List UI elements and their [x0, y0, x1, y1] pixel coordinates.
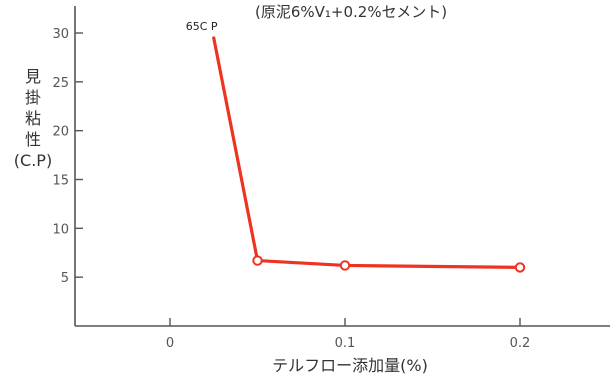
x-tick-label: 0.1	[335, 336, 356, 351]
y-axis-label-unit: (C.P)	[14, 151, 52, 170]
data-line	[212, 36, 522, 269]
x-ticks: 0 0.1 0.2	[166, 318, 530, 351]
x-axis-label: テルフロー添加量(%)	[272, 356, 428, 375]
series-group	[212, 36, 526, 273]
y-axis-label-char: 見	[25, 67, 41, 86]
y-tick-label: 5	[61, 271, 69, 286]
y-axis-label-char: 粘	[25, 109, 41, 128]
y-axis-label-char: 掛	[25, 88, 41, 107]
data-point	[339, 260, 351, 271]
y-axis-label-char: 性	[25, 130, 41, 149]
annotations: 65C P	[186, 20, 218, 33]
y-ticks: 5 10 15 20 25 30	[52, 27, 83, 286]
data-annotation: 65C P	[186, 20, 218, 33]
y-tick-label: 10	[52, 222, 69, 237]
data-point	[252, 255, 263, 266]
x-tick-label: 0.2	[510, 336, 531, 351]
y-tick-label: 25	[52, 76, 69, 91]
chart-subtitle: (原泥6%V₁+0.2%セメント)	[255, 3, 447, 21]
axes	[74, 6, 610, 327]
y-tick-label: 20	[52, 125, 69, 140]
y-tick-label: 30	[52, 27, 69, 42]
x-tick-label: 0	[166, 336, 174, 351]
data-point	[514, 262, 526, 273]
y-tick-label: 15	[52, 174, 69, 189]
